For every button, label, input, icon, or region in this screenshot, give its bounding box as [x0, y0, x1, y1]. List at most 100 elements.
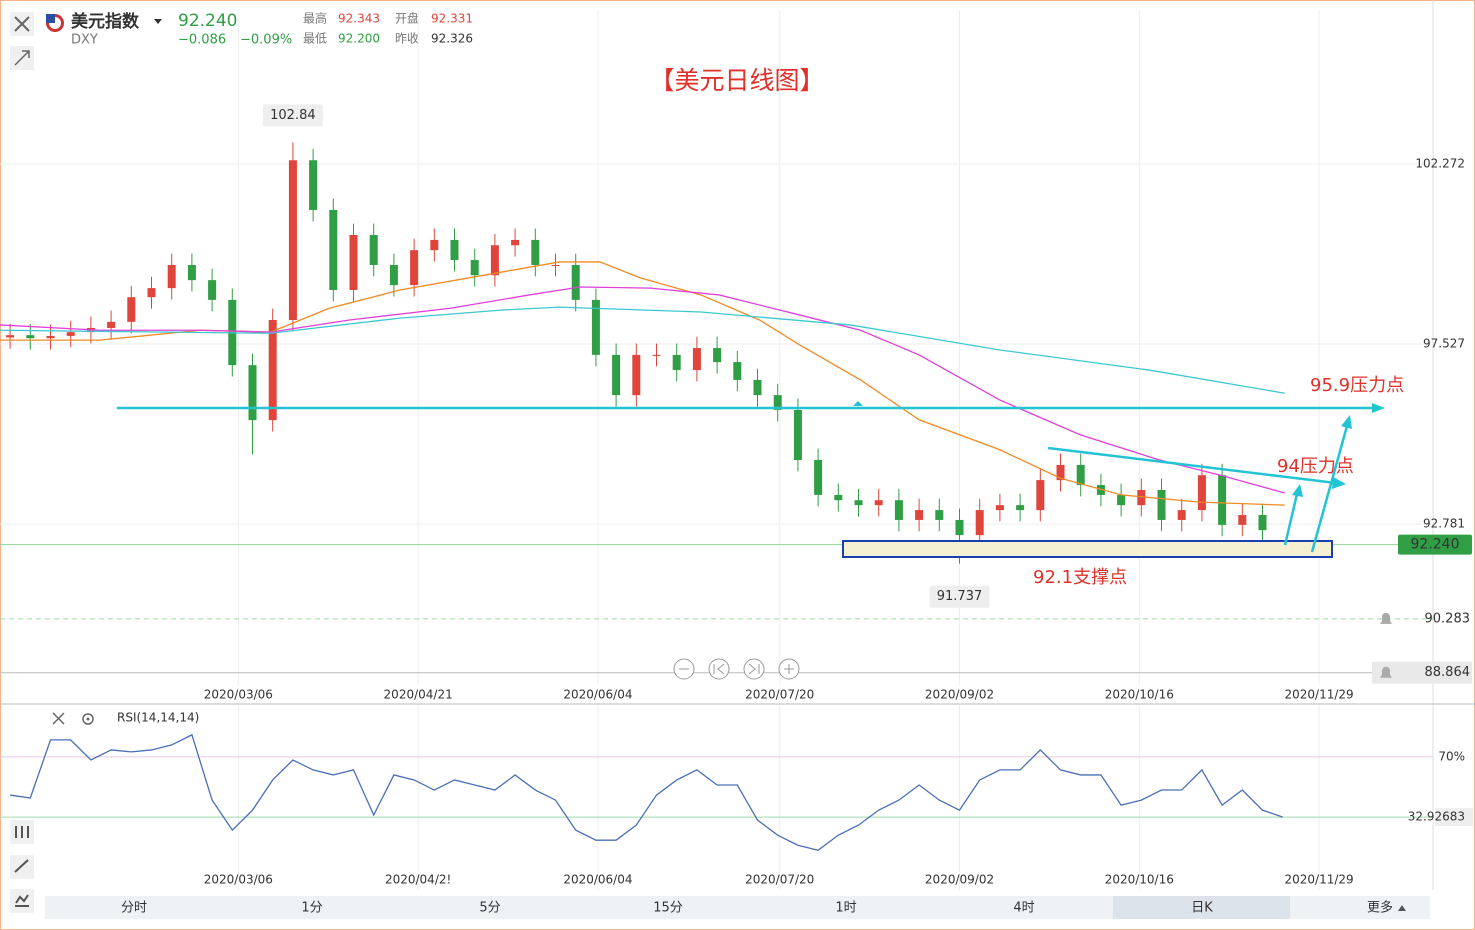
x-tick-label: 2020/06/04: [563, 688, 632, 702]
candle-body: [329, 209, 338, 291]
candle-body: [1117, 494, 1126, 506]
candle-body: [531, 239, 540, 265]
timeframe-tab[interactable]: 1时: [835, 901, 856, 916]
candle-body: [793, 409, 802, 460]
high-marker-box: [262, 104, 323, 127]
change: −0.086: [178, 33, 226, 48]
candle-body: [46, 335, 55, 339]
rsi-line: [10, 733, 1283, 851]
candle-body: [1056, 464, 1065, 481]
candle-body: [6, 335, 15, 338]
last-value-label: 32.92683: [1408, 810, 1465, 824]
candle-body: [147, 288, 156, 298]
candle-body: [753, 379, 762, 396]
candle-body: [470, 260, 479, 276]
candle-body: [894, 500, 903, 520]
candle-body: [672, 354, 681, 371]
candle-body: [349, 235, 358, 291]
symbol: DXY: [71, 33, 98, 48]
candle-body: [511, 239, 520, 246]
x-tick-label: 2020/11/29: [1284, 873, 1353, 887]
candle-body: [26, 335, 35, 339]
indicator-settings[interactable]: [82, 713, 94, 725]
candle-body: [208, 280, 217, 300]
more-arrow: [1398, 905, 1406, 911]
expand-button[interactable]: [10, 46, 34, 70]
x-tick-label: 2020/10/16: [1105, 873, 1174, 887]
candle-body: [107, 321, 116, 328]
last-price-label: 92.240: [1411, 537, 1460, 553]
alert-label: 88.864: [1425, 665, 1471, 680]
toolbar: [45, 896, 1430, 919]
high-label: 最高: [303, 11, 327, 26]
moving-average: [0, 261, 1285, 506]
open-label: 开盘: [395, 11, 419, 26]
x-tick-label: 2020/07/20: [745, 873, 814, 887]
low-marker-box: [929, 585, 990, 608]
candle-body: [975, 510, 984, 536]
low-value: 92.200: [338, 32, 380, 46]
candle-body: [713, 348, 722, 363]
candle-body: [66, 332, 75, 336]
close-button[interactable]: [10, 12, 34, 36]
candle-body: [551, 264, 560, 266]
candle-body: [612, 354, 621, 396]
instrument-name[interactable]: 美元指数: [71, 11, 140, 32]
candle-body: [450, 239, 459, 261]
candle-body: [773, 395, 782, 410]
x-tick-label: 2020/09/02: [925, 873, 994, 887]
x-tick-label: 2020/03/06: [204, 873, 273, 887]
candle-body: [874, 500, 883, 506]
last-price: 92.240: [178, 11, 237, 31]
support-label: 92.1支撑点: [1033, 567, 1127, 588]
candle-body: [309, 160, 318, 210]
candle-body: [834, 494, 843, 501]
candle-body: [632, 354, 641, 396]
annotation-drawings: [117, 401, 1385, 558]
candle-body: [389, 264, 398, 286]
candle-body: [1258, 515, 1267, 531]
candle-body: [1218, 475, 1227, 525]
candle-body: [955, 519, 964, 536]
x-tick-label: 2020/11/29: [1284, 688, 1353, 702]
last-price-tag: [1398, 534, 1472, 555]
timeframe-tab[interactable]: 4时: [1013, 901, 1034, 916]
candle-body: [410, 250, 419, 286]
candle-body: [915, 510, 924, 520]
candle-body: [591, 299, 600, 355]
candle-body: [995, 505, 1004, 511]
timeframe-tab[interactable]: 更多: [1367, 900, 1393, 916]
candle-body: [1157, 489, 1166, 520]
timeframe-tab[interactable]: 5分: [479, 901, 500, 916]
candle-body: [1137, 489, 1146, 506]
candle-body: [1036, 480, 1045, 511]
candle-body: [268, 319, 277, 421]
timeframe-tab[interactable]: 日K: [1191, 901, 1213, 916]
zoom-controls[interactable]: [673, 658, 800, 680]
x-tick-label: 2020/06/04: [563, 873, 632, 887]
candle-body: [814, 460, 823, 495]
low-label: 最低: [303, 32, 327, 46]
prev-label: 昨收: [395, 32, 419, 46]
candle-body: [571, 264, 580, 300]
candle-body: [490, 245, 499, 276]
y-tick-label: 102.272: [1415, 156, 1465, 170]
candle-body: [288, 160, 297, 320]
bell-icon: [1380, 612, 1392, 624]
dropdown-icon[interactable]: [154, 19, 162, 24]
x-tick-label: 2020/04/21: [384, 688, 453, 702]
alert-label: 90.283: [1425, 611, 1471, 626]
indicator-close[interactable]: [52, 712, 65, 725]
candle-body: [167, 264, 176, 289]
candle-body: [187, 264, 196, 281]
flag-icon: [46, 14, 64, 32]
timeframe-tab[interactable]: 分时: [121, 901, 147, 916]
timeframe-tab[interactable]: 1分: [301, 901, 322, 916]
resistance-label: 94压力点: [1277, 456, 1354, 477]
candle-body: [248, 365, 257, 421]
side-tools[interactable]: [10, 820, 34, 913]
timeframe-tab[interactable]: 15分: [653, 901, 683, 916]
low-marker: 91.737: [937, 589, 983, 604]
